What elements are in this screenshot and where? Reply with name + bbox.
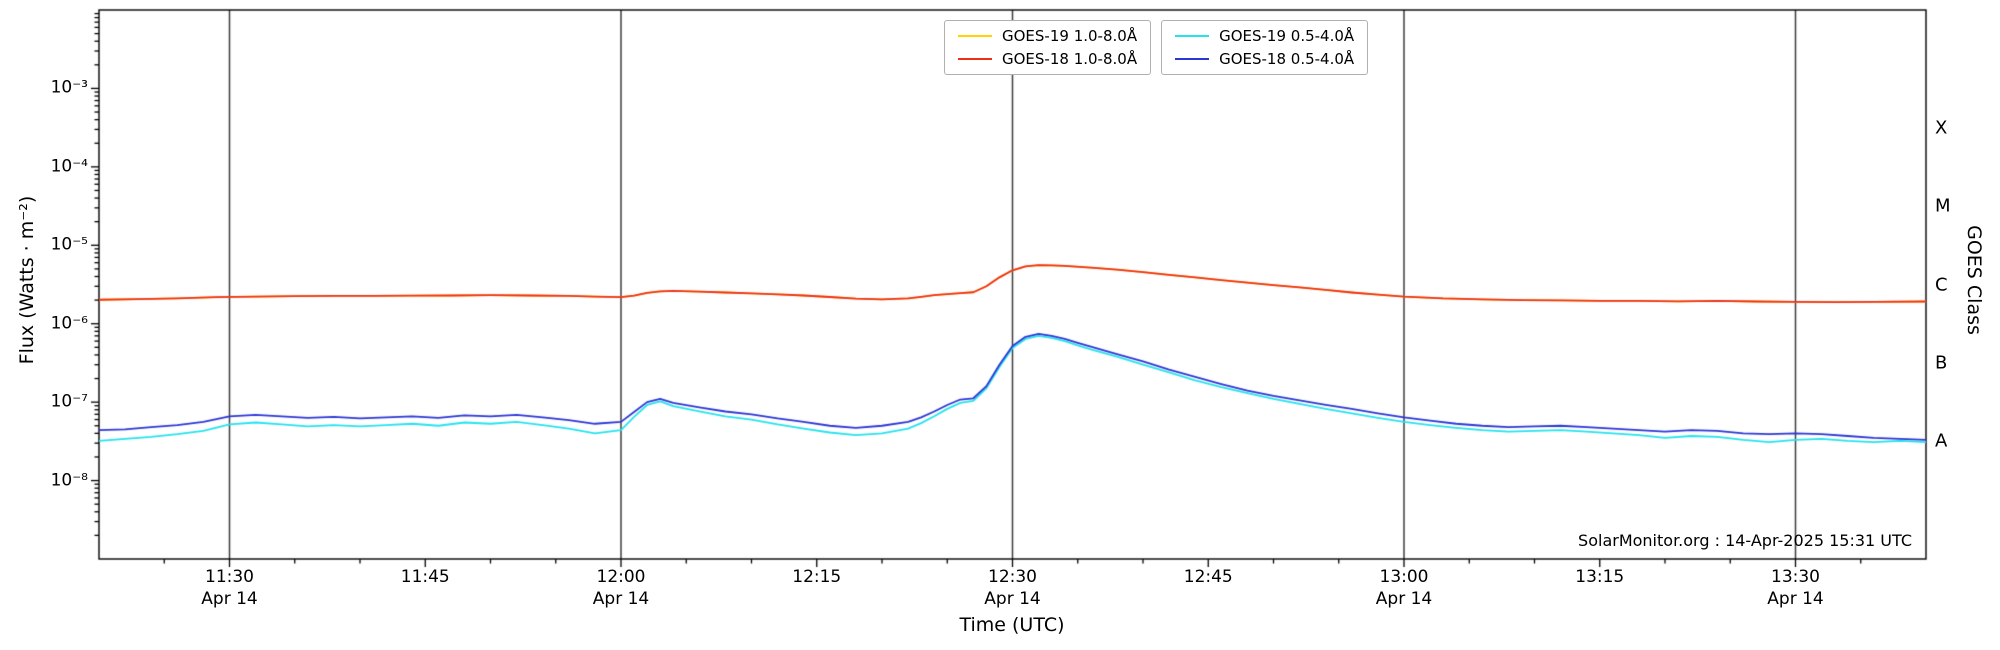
x-tick-date: Apr 14	[1767, 589, 1824, 609]
x-tick-date: Apr 14	[984, 589, 1041, 609]
legend-label: GOES-19 1.0-8.0Å	[1002, 27, 1138, 45]
x-axis-label: Time (UTC)	[959, 614, 1065, 636]
x-tick-label: 11:30	[205, 567, 254, 587]
x-tick-label: 12:15	[792, 567, 842, 587]
x-tick-date: Apr 14	[1375, 589, 1433, 609]
x-tick-label: 13:30	[1771, 567, 1820, 587]
x-tick-label: 11:45	[400, 567, 450, 587]
goes-class-letter: M	[1935, 195, 1951, 217]
source-annotation: SolarMonitor.org : 14-Apr-2025 15:31 UTC	[1578, 531, 1912, 550]
y-axis-right-label: GOES Class	[1963, 225, 1985, 335]
x-tick-label: 12:00	[596, 567, 646, 587]
legend-item: GOES-19 0.5-4.0Å	[1175, 27, 1354, 45]
y-tick-label: 10⁻⁴	[50, 156, 88, 177]
y-tick-label: 10⁻⁷	[50, 391, 88, 412]
y-tick-label: 10⁻³	[50, 78, 88, 99]
legend-item: GOES-19 1.0-8.0Å	[958, 27, 1137, 45]
goes-class-letter: X	[1935, 117, 1948, 139]
legend-swatch	[958, 35, 992, 37]
y-tick-label: 10⁻⁵	[50, 234, 88, 255]
x-tick-label: 12:45	[1183, 567, 1233, 587]
legend-item: GOES-18 1.0-8.0Å	[958, 50, 1137, 68]
legend-swatch	[1175, 58, 1210, 60]
legend-label: GOES-18 0.5-4.0Å	[1219, 50, 1355, 68]
legend-box-long-channel: GOES-19 1.0-8.0Å GOES-18 1.0-8.0Å	[944, 20, 1152, 75]
legend-box-short-channel: GOES-19 0.5-4.0Å GOES-18 0.5-4.0Å	[1161, 20, 1369, 75]
goes-class-letter: C	[1935, 274, 1948, 296]
x-tick-date: Apr 14	[592, 589, 650, 609]
x-tick-date: Apr 14	[201, 589, 258, 609]
goes-class-letter: B	[1935, 352, 1948, 374]
y-tick-label: 10⁻⁸	[50, 470, 88, 491]
legend-label: GOES-19 0.5-4.0Å	[1219, 27, 1355, 45]
legend: GOES-19 1.0-8.0Å GOES-18 1.0-8.0Å GOES-1…	[944, 20, 1369, 75]
x-tick-label: 12:30	[988, 567, 1037, 587]
y-tick-label: 10⁻⁶	[50, 313, 88, 334]
legend-item: GOES-18 0.5-4.0Å	[1175, 50, 1354, 68]
x-tick-label: 13:15	[1575, 567, 1625, 587]
goes-class-letter: A	[1935, 430, 1948, 452]
legend-swatch	[1175, 35, 1210, 37]
legend-label: GOES-18 1.0-8.0Å	[1002, 50, 1138, 68]
x-tick-label: 13:00	[1379, 567, 1429, 587]
y-axis-label: Flux (Watts · m⁻²)	[16, 195, 38, 365]
legend-swatch	[958, 58, 992, 60]
